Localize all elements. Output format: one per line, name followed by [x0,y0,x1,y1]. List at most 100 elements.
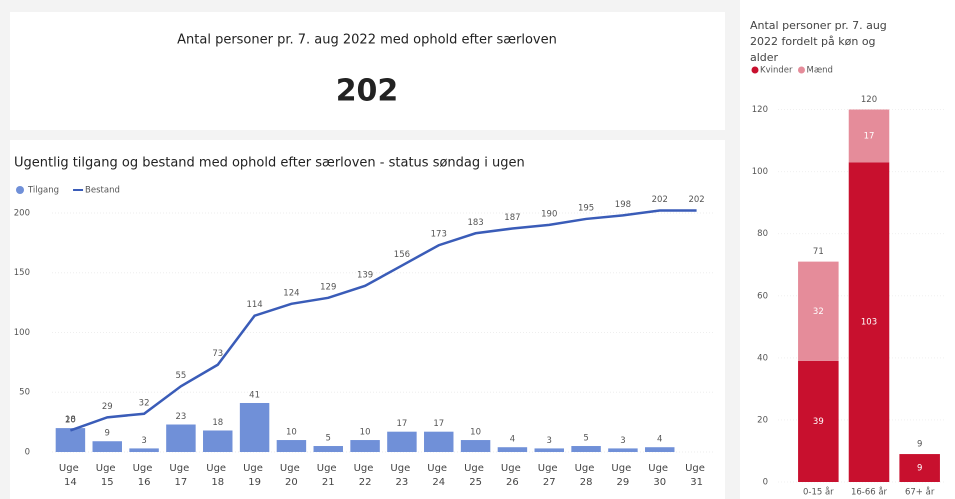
legend-label: Mænd [806,66,832,76]
line-label: 18 [65,415,76,425]
bar [129,448,159,452]
bar [313,446,343,452]
x-tick-label: Uge 24 [427,463,450,488]
line-label: 114 [246,300,262,310]
bar [387,431,417,452]
bar [424,431,454,452]
bar-label: 4 [510,435,515,445]
total-label: 120 [861,95,877,105]
bar [55,428,86,452]
line-label: 129 [320,282,336,292]
bar-segment [798,261,839,361]
bar-label: 41 [249,390,260,400]
x-tick-label: 67+ år [905,487,935,498]
bar-segment [848,109,890,163]
segment-label: 103 [861,318,877,328]
x-tick-label: Uge 22 [354,463,377,488]
bar-label: 10 [360,428,371,438]
bar-label: 23 [176,412,187,422]
bar [276,440,307,452]
line-label: 173 [431,230,447,240]
card-panel [10,12,725,130]
segment-label: 9 [917,464,922,474]
bar [239,402,270,452]
chart-title: Antal personer pr. 7. aug 2022 fordelt p… [750,19,890,64]
line-label: 202 [652,195,668,205]
x-tick-label: Uge 25 [464,463,487,488]
bar [608,448,638,452]
y-tick-label: 100 [14,328,30,338]
line-label: 156 [394,250,410,260]
segment-label: 32 [813,307,824,317]
x-tick-label: Uge 16 [133,463,156,488]
bar-label: 3 [620,436,625,446]
x-tick-label: Uge 18 [206,463,229,488]
y-tick-label: 200 [14,208,30,218]
legend-label: Tilgang [27,186,59,196]
y-tick-label: 120 [752,105,768,115]
bar-label: 3 [141,436,146,446]
bar-label: 17 [397,419,408,429]
x-tick-label: Uge 27 [538,463,561,488]
line-label: 187 [504,213,520,223]
x-tick-label: 16-66 år [851,487,888,498]
card-value: 202 [336,74,399,109]
y-tick-label: 40 [757,353,768,363]
bar [497,447,528,452]
line-label: 55 [176,371,187,381]
line [69,209,697,432]
legend-label: Kvinder [760,66,793,76]
y-tick-label: 80 [757,229,768,239]
bar [571,446,601,452]
bar-label: 9 [105,429,110,439]
bar-label: 10 [470,428,481,438]
line-label: 190 [541,209,557,219]
bar [460,440,491,452]
line-label: 124 [283,288,299,298]
bar-segment [798,360,839,482]
bar [645,447,675,452]
bar [534,448,564,452]
line-label: 73 [212,349,223,359]
line-label: 202 [688,195,704,205]
bar-segment [848,162,890,482]
chart-title: Ugentlig tilgang og bestand med ophold e… [14,156,525,171]
bar [350,440,380,452]
bar-segment [899,454,940,482]
line-label: 139 [357,270,373,280]
stacked-panel [740,0,955,499]
x-tick-label: Uge 30 [648,463,671,488]
total-label: 9 [917,440,922,450]
bar [92,441,122,452]
y-tick-label: 0 [763,478,768,488]
x-tick-label: Uge 14 [59,463,82,488]
total-label: 71 [813,247,824,257]
bar-label: 18 [212,418,223,428]
y-tick-label: 50 [19,388,30,398]
line-label: 198 [615,200,631,210]
x-tick-label: Uge 31 [685,463,708,488]
segment-label: 39 [813,417,824,427]
x-tick-label: 0-15 år [803,487,834,498]
line-label: 183 [467,218,483,228]
bar-label: 5 [326,434,331,444]
y-tick-label: 60 [757,291,768,301]
legend-label: Bestand [85,186,120,196]
bar-label: 20 [65,416,76,426]
combo-panel [10,140,725,499]
segment-label: 17 [864,131,875,141]
x-tick-label: Uge 26 [501,463,524,488]
card-title: Antal personer pr. 7. aug 2022 med ophol… [177,33,557,48]
x-tick-label: Uge 23 [390,463,413,488]
bar-label: 17 [433,419,444,429]
y-tick-label: 100 [752,167,768,177]
line-label: 195 [578,203,594,213]
line-label: 29 [102,402,113,412]
y-tick-label: 0 [25,448,30,458]
x-tick-label: Uge 28 [575,463,598,488]
bar [203,430,233,452]
x-tick-label: Uge 19 [243,463,266,488]
legend-swatch [797,66,805,74]
bar-label: 4 [657,435,662,445]
